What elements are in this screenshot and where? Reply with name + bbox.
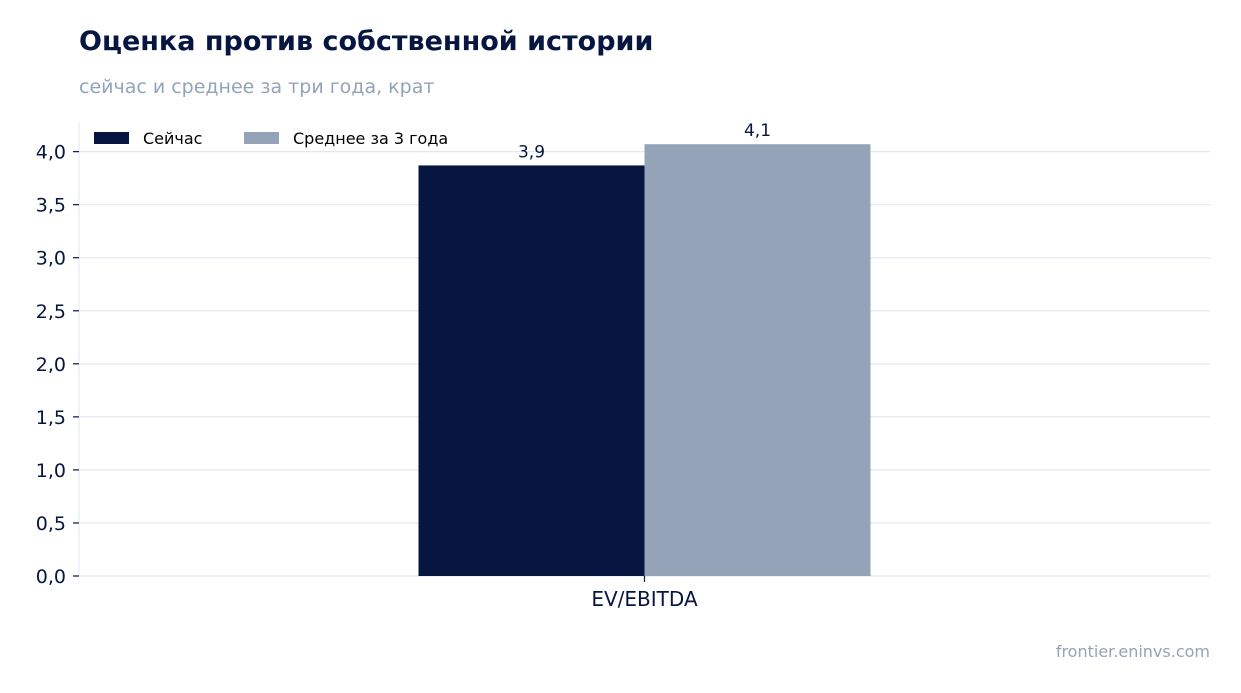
bar-avg	[644, 144, 871, 576]
y-tick-label: 2,5	[36, 301, 66, 323]
data-label: 3,9	[518, 142, 545, 162]
chart-subtitle: сейчас и среднее за три года, крат	[79, 76, 435, 98]
y-tick-label: 0,5	[36, 513, 66, 535]
y-tick-label: 1,5	[36, 407, 66, 429]
y-tick-label: 1,0	[36, 460, 66, 482]
legend-label: Сейчас	[143, 129, 202, 148]
bar-now	[418, 165, 645, 576]
data-label: 4,1	[744, 121, 771, 141]
x-tick-label: EV/EBITDA	[591, 587, 698, 611]
chart-title: Оценка против собственной истории	[79, 26, 654, 57]
y-tick-label: 0,0	[36, 566, 66, 588]
y-tick-label: 3,0	[36, 248, 66, 270]
y-tick-label: 4,0	[36, 142, 66, 164]
data-labels: 3,9 4,1	[518, 121, 771, 162]
y-tick-label: 3,5	[36, 195, 66, 217]
legend-swatch	[94, 132, 129, 144]
bars	[418, 144, 871, 576]
legend: Сейчас Среднее за 3 года	[94, 129, 448, 148]
x-axis: EV/EBITDA	[591, 576, 698, 611]
source-credit: frontier.eninvs.com	[1055, 642, 1210, 661]
legend-label: Среднее за 3 года	[293, 129, 448, 148]
legend-swatch	[244, 132, 279, 144]
y-axis: 0,0 0,5 1,0 1,5 2,0 2,5 3,0 3,5 4,0	[36, 123, 80, 588]
y-tick-label: 2,0	[36, 354, 66, 376]
